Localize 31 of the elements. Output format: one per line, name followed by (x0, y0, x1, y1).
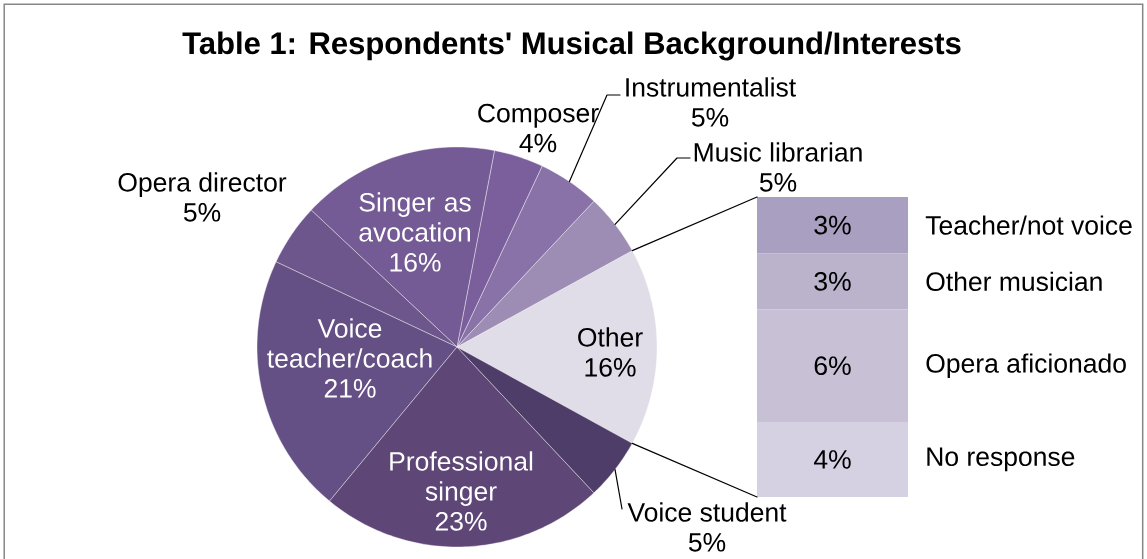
bar (757, 421, 909, 497)
data-label: 5% (759, 173, 797, 192)
slice-label: Opera director (118, 172, 287, 197)
data-label: 21% (324, 379, 376, 398)
data-label: 5% (183, 203, 221, 222)
slice-label: Other (578, 327, 643, 347)
chart-title: Table 1: Respondents' Musical Background/Interests (182, 31, 961, 61)
data-label: 3% (814, 215, 851, 235)
slice-label: Composer (478, 103, 599, 128)
slice-label: Instrumentalist (626, 77, 796, 97)
series-label: Teacher/not voice (925, 215, 1132, 235)
data-label: 5% (688, 533, 726, 552)
bar (757, 309, 909, 422)
series-label: Other musician (926, 271, 1102, 292)
bar (757, 253, 909, 310)
data-label: 16% (390, 252, 441, 272)
slice-label: Voice teacher/coach (267, 318, 432, 368)
slice-label: Singer as avocation (359, 192, 471, 242)
data-label: 5% (691, 108, 729, 127)
series-label: Opera aficionado (926, 353, 1126, 379)
slice-label: Professional singer (390, 451, 533, 506)
data-label: 3% (814, 271, 851, 291)
data-label: 16% (585, 357, 636, 377)
slice-label: Voice student (627, 502, 787, 522)
data-label: 4% (519, 133, 557, 153)
slice-label: Music librarian (694, 142, 862, 162)
data-label: 23% (435, 511, 487, 531)
series-label: No response (927, 447, 1075, 472)
data-label: 6% (814, 356, 851, 376)
data-label: 4% (813, 450, 851, 469)
bar (757, 196, 909, 254)
